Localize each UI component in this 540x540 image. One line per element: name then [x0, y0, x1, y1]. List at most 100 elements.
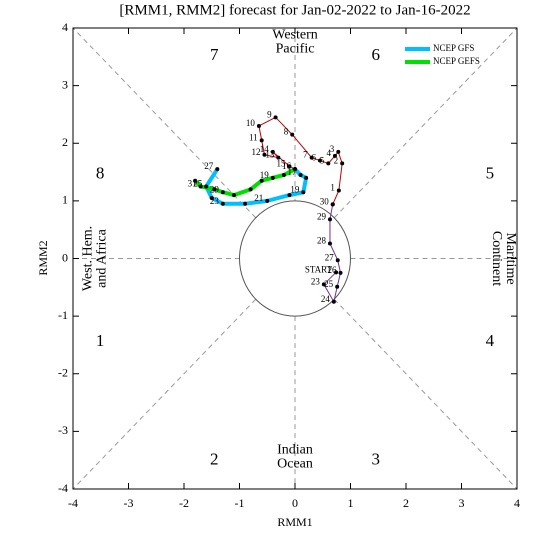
day-label: 2	[334, 155, 339, 165]
x-tick-label: -1	[235, 496, 245, 510]
x-tick-label: -2	[179, 496, 189, 510]
y-tick-label: 2	[62, 135, 68, 149]
day-point	[321, 282, 326, 287]
day-point	[243, 201, 248, 206]
phase-label: 1	[96, 331, 105, 350]
day-label: 30	[320, 196, 330, 206]
region-label: and Africa	[94, 228, 109, 287]
day-label: 12	[251, 147, 260, 157]
day-point	[331, 299, 336, 304]
day-label: 15	[276, 158, 286, 168]
day-point	[336, 149, 341, 154]
day-point	[204, 184, 209, 189]
day-point	[338, 270, 343, 275]
day-point	[304, 175, 309, 180]
day-point	[340, 161, 345, 166]
phase-divider	[72, 27, 257, 219]
day-point	[317, 158, 322, 163]
region-label: West. Hem.	[80, 226, 95, 291]
region-label: Indian	[277, 443, 313, 458]
day-point	[231, 193, 236, 198]
day-point	[198, 184, 203, 189]
day-point	[327, 217, 332, 222]
forecast-line	[193, 167, 296, 198]
x-tick-label: -4	[68, 496, 78, 510]
day-label: 13	[265, 150, 275, 160]
phase-label: 3	[371, 450, 380, 469]
day-point	[281, 172, 286, 177]
day-point	[209, 195, 214, 200]
y-tick-label: 3	[62, 77, 68, 91]
chart-title: [RMM1, RMM2] forecast for Jan-02-2022 to…	[119, 2, 470, 18]
day-point	[327, 241, 332, 246]
day-label: 27	[204, 161, 214, 171]
phase-label: 6	[371, 45, 380, 64]
y-tick-label: 4	[62, 20, 68, 34]
region-label: Ocean	[277, 457, 313, 472]
day-point	[259, 178, 264, 183]
x-tick-label: -3	[124, 496, 134, 510]
phase-divider	[72, 298, 257, 490]
day-point	[336, 188, 341, 193]
day-point	[290, 132, 295, 137]
day-label: 23	[210, 196, 220, 206]
y-tick-label: -4	[58, 481, 68, 495]
region-label: Maritime	[503, 232, 518, 284]
day-label: 26	[328, 265, 338, 275]
day-label: 23	[311, 276, 321, 286]
day-label: 7	[303, 150, 308, 160]
phase-label: 2	[210, 450, 219, 469]
day-point	[334, 270, 339, 275]
day-point	[259, 138, 264, 143]
day-point	[335, 258, 340, 263]
day-label: 19	[260, 170, 270, 180]
phase-divider	[333, 298, 518, 490]
day-label: 29	[317, 211, 327, 221]
region-label: Continent	[489, 231, 504, 286]
day-point	[309, 155, 314, 160]
day-point	[330, 202, 335, 207]
day-label: 4	[326, 148, 331, 158]
x-tick-label: 3	[459, 496, 465, 510]
day-point	[193, 178, 198, 183]
y-tick-label: -3	[58, 423, 68, 437]
day-label: 27	[325, 252, 335, 262]
legend-label: NCEP GEFS	[433, 56, 480, 66]
day-label: 5	[320, 155, 325, 165]
day-label: 8	[284, 127, 289, 137]
day-point	[215, 167, 220, 172]
day-label: 11	[249, 132, 258, 142]
y-tick-label: 0	[62, 250, 68, 264]
x-tick-label: 1	[348, 496, 354, 510]
day-point	[270, 175, 275, 180]
x-axis-label: RMM1	[277, 515, 312, 529]
x-tick-label: 4	[514, 496, 520, 510]
day-label: 10	[246, 118, 256, 128]
day-label: 25	[193, 179, 203, 189]
legend-label: NCEP GFS	[433, 43, 474, 53]
day-point	[220, 190, 225, 195]
day-point	[273, 115, 278, 120]
y-tick-label: 1	[62, 193, 68, 207]
day-label: 16	[282, 161, 292, 171]
day-point	[248, 187, 253, 192]
day-label: 17	[288, 167, 298, 177]
day-point	[293, 167, 297, 172]
day-label: START	[305, 264, 333, 274]
day-label: 6	[311, 153, 316, 163]
unit-circle	[239, 200, 351, 317]
region-label: Pacific	[276, 42, 315, 57]
region-label: Western	[272, 28, 318, 43]
day-point	[298, 172, 303, 177]
day-point	[287, 164, 292, 169]
day-label: 14	[260, 144, 270, 154]
day-label: 21	[254, 193, 263, 203]
day-label: 25	[324, 279, 334, 289]
day-point	[287, 193, 292, 198]
day-label: 19	[290, 184, 300, 194]
day-point	[326, 161, 331, 166]
day-point	[276, 155, 281, 160]
day-point	[262, 152, 267, 157]
day-label: 31	[188, 179, 197, 189]
